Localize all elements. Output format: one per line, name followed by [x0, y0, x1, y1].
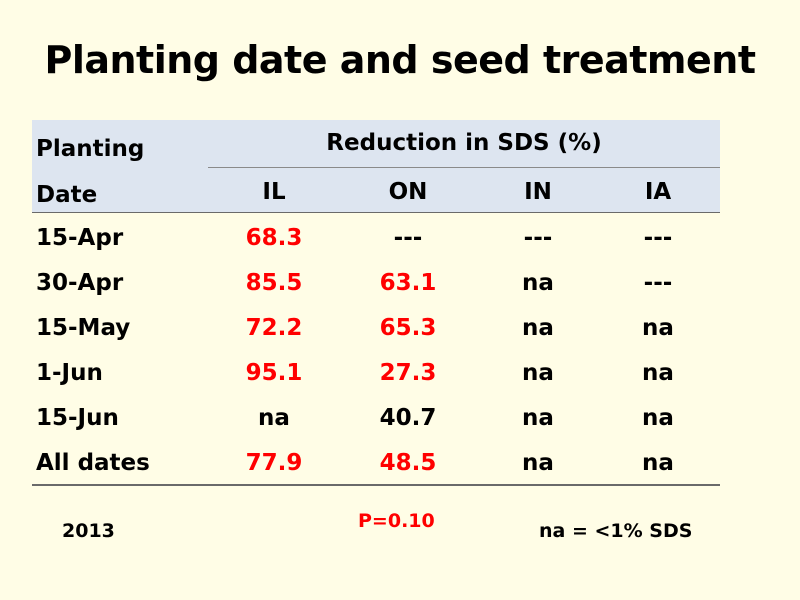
row-date: 15-Apr [36, 225, 124, 251]
table-cell: 77.9 [245, 450, 303, 476]
table-cell: 65.3 [379, 315, 437, 341]
footer-note: na = <1% SDS [539, 520, 693, 542]
table-cell: na [522, 270, 554, 296]
table-header-background [32, 120, 720, 212]
table-cell: na [642, 405, 674, 431]
table-cell: 27.3 [379, 360, 437, 386]
table-cell: na [522, 315, 554, 341]
group-header: Reduction in SDS (%) [326, 130, 602, 156]
column-header-ia: IA [644, 179, 672, 205]
table-cell: 63.1 [379, 270, 437, 296]
table-cell: na [642, 360, 674, 386]
row-date: 1-Jun [36, 360, 103, 386]
table-cell: na [522, 360, 554, 386]
column-header-il: IL [262, 179, 286, 205]
table-cell: --- [393, 225, 423, 251]
table-cell: na [522, 450, 554, 476]
table-cell: 95.1 [245, 360, 303, 386]
column-header-in: IN [524, 179, 552, 205]
row-date: 15-Jun [36, 405, 119, 431]
row-date: 15-May [36, 315, 131, 341]
table-cell: --- [643, 225, 673, 251]
table-cell: 48.5 [379, 450, 437, 476]
table-cell: --- [643, 270, 673, 296]
footer-pvalue: P=0.10 [358, 510, 435, 532]
header-bottom-rule [32, 212, 720, 213]
table-cell: na [642, 315, 674, 341]
row-date: 30-Apr [36, 270, 124, 296]
footer-year: 2013 [62, 520, 115, 542]
column-header-on: ON [388, 179, 428, 205]
table-cell: --- [523, 225, 553, 251]
header-divider [208, 167, 720, 168]
table-cell: 85.5 [245, 270, 303, 296]
row-date: All dates [36, 450, 150, 476]
table-cell: 40.7 [379, 405, 437, 431]
table-cell: 68.3 [245, 225, 303, 251]
header-planting: Planting [36, 136, 145, 162]
table-bottom-rule [32, 484, 720, 486]
table-cell: 72.2 [245, 315, 303, 341]
slide-title: Planting date and seed treatment [44, 38, 756, 82]
table-cell: na [642, 450, 674, 476]
header-date: Date [36, 182, 98, 208]
table-cell: na [258, 405, 290, 431]
table-cell: na [522, 405, 554, 431]
